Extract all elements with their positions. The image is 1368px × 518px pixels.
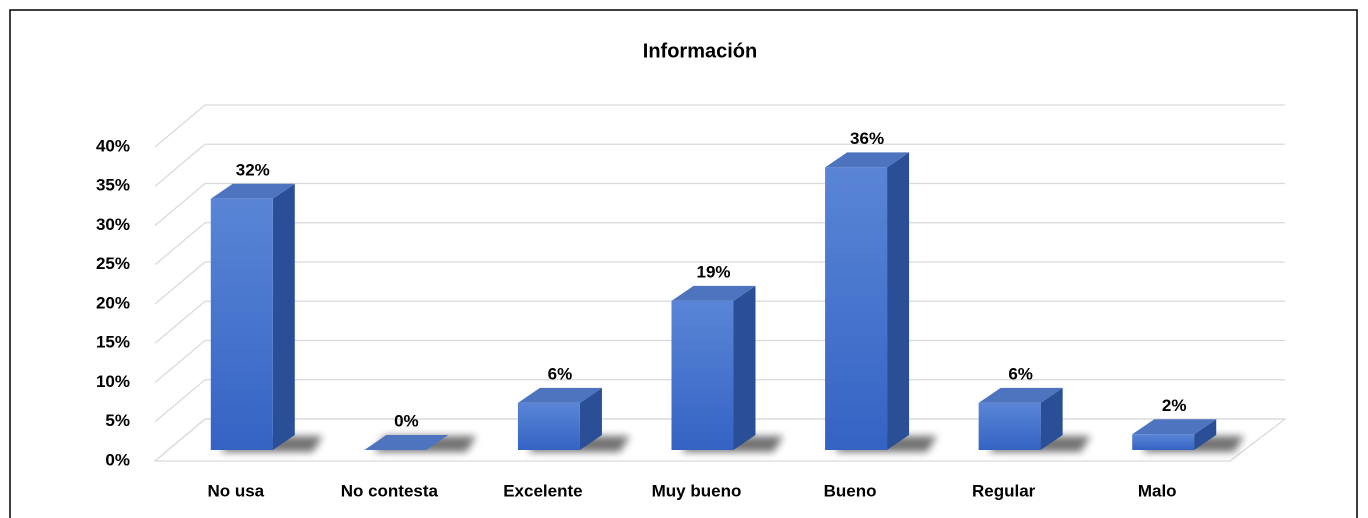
- grid-line: [154, 261, 1285, 305]
- bar-top: [671, 285, 756, 301]
- y-tick-label: 10%: [96, 372, 130, 391]
- bar: [364, 435, 449, 450]
- bar-top: [364, 435, 449, 450]
- grid-line: [154, 418, 1285, 462]
- bar-front: [671, 300, 734, 450]
- grid-line: [154, 143, 1285, 187]
- grid-line: [154, 379, 1285, 423]
- bar-side: [579, 387, 602, 450]
- bar-top: [517, 387, 602, 403]
- bar-front: [1132, 434, 1195, 450]
- data-label: 32%: [236, 160, 270, 179]
- bar-top: [1132, 419, 1217, 435]
- y-tick-label: 0%: [105, 450, 130, 469]
- grid-line: [154, 222, 1285, 266]
- bar-front: [210, 198, 273, 450]
- x-tick-label: Bueno: [824, 481, 877, 500]
- data-label: 0%: [394, 411, 419, 430]
- bar: [210, 183, 295, 451]
- y-tick-label: 20%: [96, 293, 130, 312]
- bar: [671, 285, 756, 450]
- grid-line: [154, 104, 1285, 148]
- x-tick-label: Regular: [972, 481, 1036, 500]
- bar: [1132, 419, 1217, 450]
- bar-front: [978, 402, 1041, 450]
- y-tick-label: 35%: [96, 176, 130, 195]
- bar-side: [272, 183, 295, 451]
- bar-top: [978, 387, 1063, 403]
- data-label: 6%: [1008, 364, 1033, 383]
- data-label: 19%: [696, 262, 730, 281]
- bar-front: [517, 402, 580, 450]
- frame: [9, 9, 1358, 518]
- y-tick-label: 40%: [96, 136, 130, 155]
- grid-line: [154, 339, 1285, 383]
- data-label: 2%: [1162, 396, 1187, 415]
- chart-title: Información: [643, 40, 757, 62]
- bar-top: [825, 152, 910, 168]
- bar-side: [1194, 419, 1217, 450]
- data-label: 6%: [548, 364, 573, 383]
- bar: [978, 387, 1063, 450]
- bar: [825, 152, 910, 450]
- bar-front: [825, 167, 888, 450]
- y-tick-label: 25%: [96, 254, 130, 273]
- bar: [517, 387, 602, 450]
- x-tick-label: Muy bueno: [652, 481, 742, 500]
- bar-top: [210, 183, 295, 199]
- x-tick-label: Malo: [1138, 481, 1177, 500]
- data-label: 36%: [850, 129, 884, 148]
- x-tick-label: Excelente: [503, 481, 582, 500]
- grid-line: [154, 182, 1285, 226]
- y-tick-label: 30%: [96, 215, 130, 234]
- x-tick-label: No contesta: [341, 481, 439, 500]
- bar-side: [887, 152, 910, 450]
- x-tick-label: No usa: [207, 481, 264, 500]
- y-tick-label: 5%: [105, 411, 130, 430]
- grid-line: [154, 300, 1285, 344]
- y-tick-label: 15%: [96, 333, 130, 352]
- bar-side: [733, 285, 756, 450]
- bar-side: [1040, 387, 1063, 450]
